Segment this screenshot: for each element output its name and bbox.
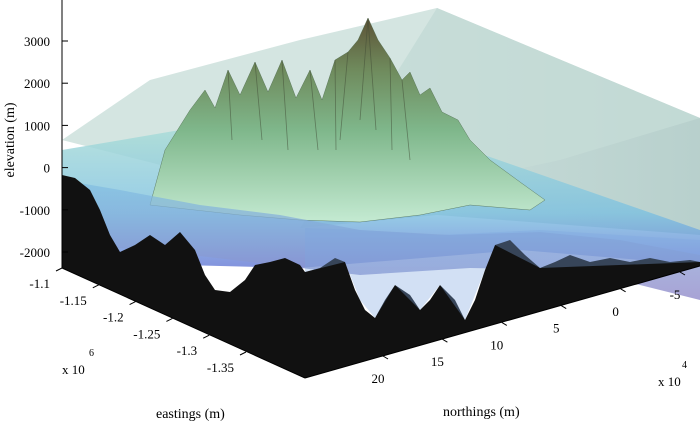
- seafloor-trough: [62, 180, 700, 300]
- y-tick: [501, 321, 508, 326]
- z-tick-label: 0: [44, 161, 51, 176]
- z-tick-label: -1000: [20, 203, 50, 218]
- z-tick-label: 3000: [24, 34, 50, 49]
- y-tick: [560, 305, 567, 310]
- x-tick: [129, 301, 136, 306]
- y-tick-label: 10: [490, 337, 503, 352]
- x-tick: [92, 284, 100, 289]
- land-surface: [149, 17, 546, 223]
- x-tick: [239, 351, 247, 356]
- x-exponent-label: x 10: [62, 362, 85, 377]
- box-bottom-left-edge: [61, 267, 306, 379]
- x-tick-label: -1.15: [60, 293, 87, 308]
- y-tick: [620, 288, 626, 293]
- z-tick-label: 2000: [24, 76, 50, 91]
- y-tick-label: 15: [431, 354, 444, 369]
- x-axis-label: eastings (m): [156, 407, 225, 422]
- y-axis: 20 15 10 5 0 -5: [372, 271, 686, 386]
- crust-section-left: [62, 175, 305, 378]
- y-tick: [679, 271, 686, 276]
- y-tick-label: 20: [372, 371, 385, 386]
- x-tick: [55, 267, 63, 272]
- x-tick-label: -1.35: [207, 360, 234, 375]
- x-tick: [166, 317, 173, 322]
- x-axis: -1.1 -1.15 -1.2 -1.25 -1.3 -1.35: [29, 267, 247, 375]
- y-tick-label: 0: [612, 304, 619, 319]
- z-tick-label: -2000: [20, 245, 50, 260]
- x-exponent-power: 6: [89, 348, 94, 359]
- z-tick-label: 1000: [24, 118, 50, 133]
- box-bottom-right-edge: [304, 265, 700, 379]
- y-tick: [382, 355, 389, 360]
- x-tick-label: -1.1: [29, 276, 50, 291]
- y-exponent-label: x 10: [658, 374, 681, 389]
- y-tick-label: 5: [553, 321, 560, 336]
- x-tick-label: -1.3: [177, 343, 198, 358]
- x-tick: [202, 334, 210, 339]
- x-tick-label: -1.25: [133, 326, 160, 341]
- crust-overlay: [305, 228, 700, 320]
- y-axis-label: northings (m): [443, 405, 520, 420]
- crust-section-right: [305, 240, 700, 378]
- y-tick: [442, 338, 448, 343]
- x-tick-label: -1.2: [103, 310, 124, 325]
- y-exponent-power: 4: [682, 360, 687, 371]
- ridge-shading: [227, 17, 411, 161]
- y-tick-label: -5: [670, 287, 681, 302]
- z-axis: 3000 2000 1000 0 -1000 -2000: [20, 34, 68, 260]
- z-axis-label: elevation (m): [3, 102, 18, 177]
